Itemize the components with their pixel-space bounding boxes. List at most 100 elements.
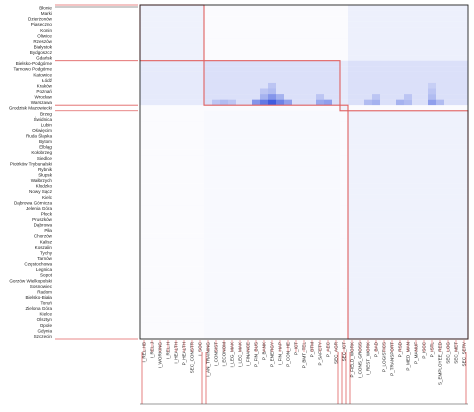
heatmap-cell [364,227,373,234]
heatmap-cell [356,261,365,267]
heatmap-cell [460,43,469,50]
heatmap-cell [228,199,237,206]
heatmap-cell [332,55,341,61]
heatmap-cell [300,127,309,134]
heatmap-cell [252,144,261,150]
heatmap-cell [244,21,253,28]
heatmap-cell [348,327,357,334]
heatmap-cell [156,266,165,273]
heatmap-cell [372,266,381,273]
heatmap-cell [140,144,149,150]
heatmap-cell [236,183,245,189]
heatmap-cell [244,5,253,11]
heatmap-cell [244,49,253,56]
heatmap-cell [204,172,213,178]
heatmap-cell [428,55,437,61]
heatmap-cell [332,238,341,245]
heatmap-cell [444,66,453,72]
heatmap-cell [308,283,317,289]
heatmap-cell [252,5,261,11]
heatmap-cell [372,149,381,156]
heatmap-cell [388,249,397,256]
heatmap-cell [276,10,285,17]
heatmap-cell [236,227,245,234]
heatmap-cell [268,149,277,156]
heatmap-cell [452,327,461,334]
heatmap-cell [380,116,389,122]
heatmap-cell [180,199,189,206]
heatmap-cell [300,227,309,234]
heatmap-cell [452,160,461,167]
heatmap-cell [364,272,373,278]
heatmap-cell [364,116,373,122]
heatmap-cell [436,155,445,161]
heatmap-cell [396,32,405,39]
heatmap-cell [308,105,317,111]
heatmap-cell [220,266,229,273]
heatmap-cell [380,127,389,134]
heatmap-cell [348,127,357,134]
heatmap-cell [316,116,325,122]
heatmap-cell [228,160,237,167]
heatmap-cell [444,77,453,84]
heatmap-cell [188,166,197,173]
heatmap-cell [220,205,229,212]
heatmap-cell [420,172,429,178]
heatmap-cell [148,66,157,72]
heatmap-cell [372,94,381,100]
heatmap-cell [340,49,349,56]
row-label: Gorzów Wielkopolski [9,278,52,283]
heatmap-cell [404,94,413,100]
heatmap-cell [292,121,301,128]
heatmap-cell [300,32,309,39]
heatmap-cell [404,183,413,189]
heatmap-cell [412,105,421,111]
heatmap-cell [140,21,149,28]
heatmap-cell [396,294,405,301]
heatmap-cell [140,272,149,278]
heatmap-cell [340,16,349,22]
heatmap-cell [260,144,269,150]
heatmap-cell [372,144,381,150]
heatmap-cell [332,255,341,262]
heatmap-cell [276,238,285,245]
heatmap-cell [260,266,269,273]
heatmap-cell [428,172,437,178]
column-label: I_CONSIST [214,342,219,366]
column-dendrogram [140,340,468,405]
heatmap-cell [372,172,381,178]
heatmap-cell [428,327,437,334]
heatmap-cell [156,183,165,189]
heatmap-cell [204,49,213,56]
heatmap-cell [300,322,309,328]
heatmap-cell [396,283,405,289]
heatmap-cell [188,172,197,178]
heatmap-cell [412,99,421,106]
heatmap-cell [444,266,453,273]
heatmap-cell [332,227,341,234]
heatmap-cell [396,300,405,306]
heatmap-cell [276,116,285,122]
heatmap-cell [284,55,293,61]
heatmap-cell [220,55,229,61]
heatmap-cell [292,88,301,95]
heatmap-cell [164,205,173,212]
heatmap-cell [284,138,293,145]
heatmap-cell [356,27,365,33]
heatmap-cell [196,294,205,301]
heatmap-cell [140,233,149,239]
heatmap-cell [172,16,181,22]
heatmap-cell [276,77,285,84]
heatmap-cell [300,105,309,111]
heatmap-cell [148,255,157,262]
heatmap-cell [308,188,317,195]
heatmap-cell [212,94,221,100]
heatmap-cell [348,21,357,28]
heatmap-cell [388,149,397,156]
heatmap-cell [268,244,277,251]
heatmap-cell [228,60,237,67]
heatmap-cell [452,249,461,256]
heatmap-cell [460,149,469,156]
heatmap-cell [380,82,389,89]
heatmap-cell [196,261,205,267]
